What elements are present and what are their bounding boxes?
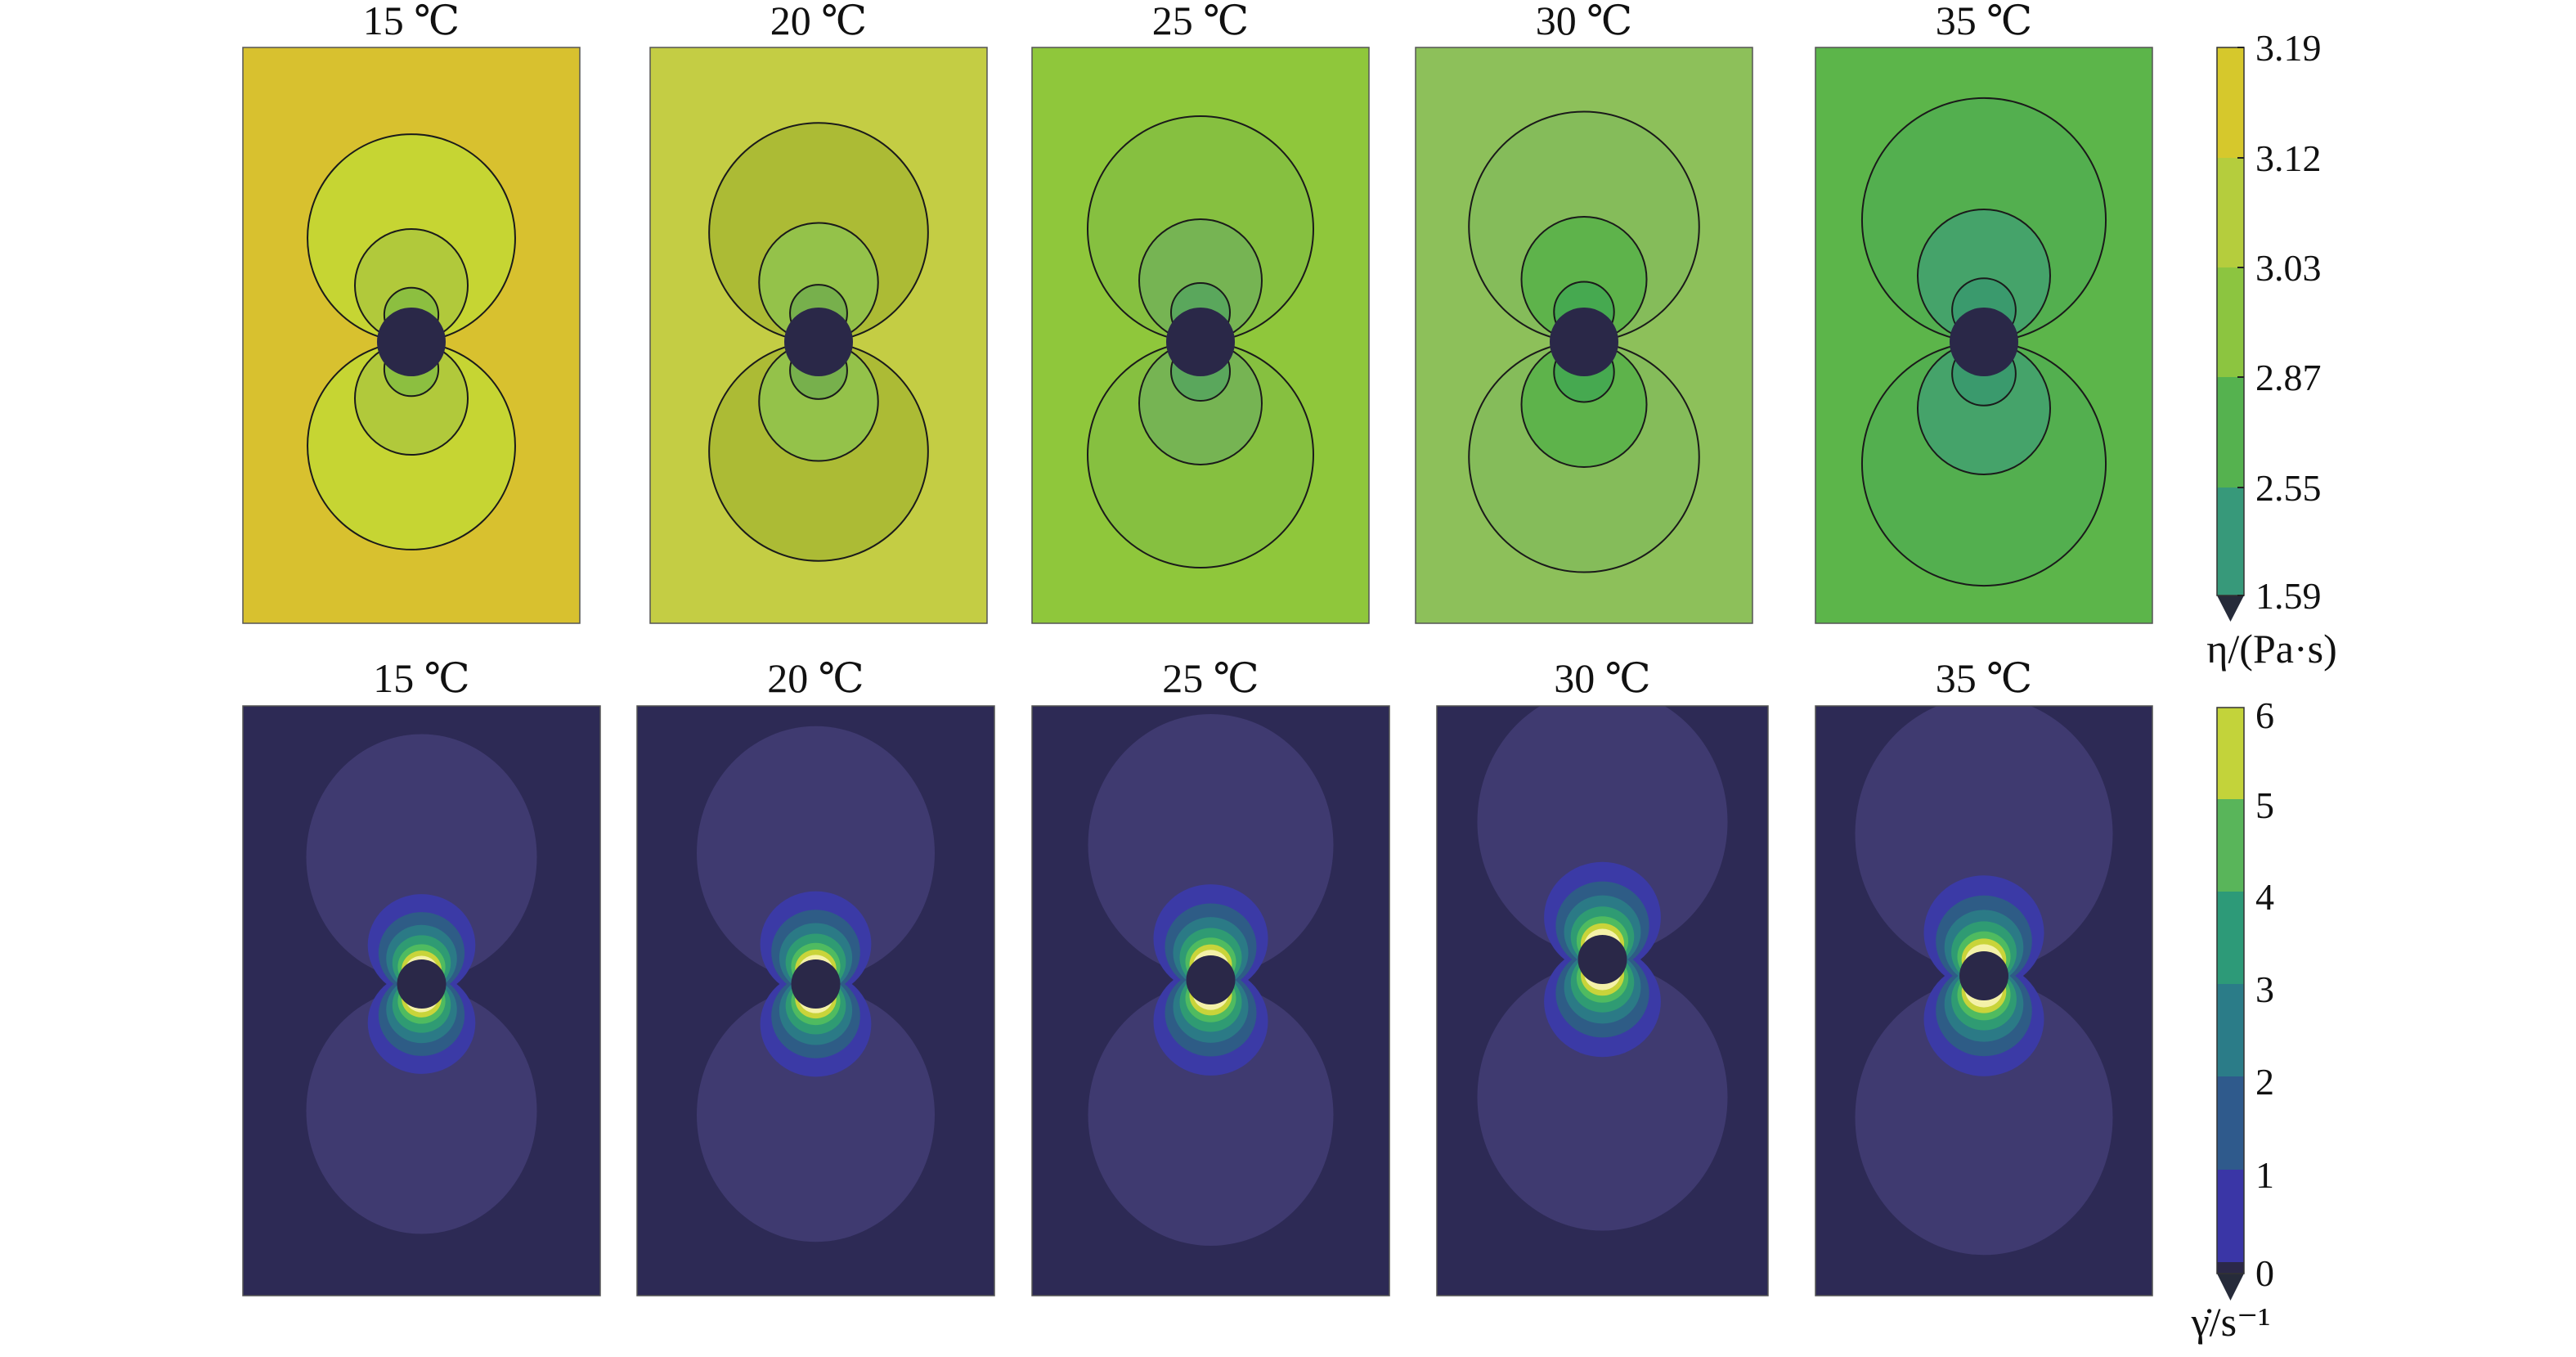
shear-rate-panel: 20 ℃ <box>636 655 995 1296</box>
colorbar-tick-label: 1.59 <box>2255 575 2322 617</box>
panel-frame <box>1031 705 1390 1296</box>
colorbar-segment <box>2217 488 2244 595</box>
outer-lobe <box>697 987 935 1242</box>
colorbar-segment <box>2217 892 2244 984</box>
panel-title: 30 ℃ <box>1554 655 1650 701</box>
colorbar-tick-label: 3.12 <box>2255 137 2322 179</box>
panel-frame <box>1815 47 2153 624</box>
colorbar-extend-arrow <box>2217 595 2244 622</box>
hole <box>784 308 853 376</box>
panel-title: 25 ℃ <box>1152 0 1249 43</box>
panel-title: 20 ℃ <box>770 0 867 43</box>
panel-title: 35 ℃ <box>1936 0 2032 43</box>
colorbar-tick-label: 3.03 <box>2255 247 2322 289</box>
viscosity-panel: 25 ℃ <box>1031 0 1370 624</box>
panel-title: 35 ℃ <box>1936 655 2032 701</box>
panel-frame <box>1815 705 2153 1296</box>
outer-lobe <box>1855 706 2113 972</box>
colorbar-frame <box>2216 707 2245 1274</box>
colorbar-segment <box>2217 1170 2244 1262</box>
colorbar-tick-label: 2.87 <box>2255 357 2322 398</box>
colorbar-segment <box>2217 1076 2244 1170</box>
colorbar-segment <box>2217 1262 2244 1274</box>
panel-frame <box>1436 705 1769 1296</box>
outer-lobe <box>306 734 537 981</box>
viscosity-panel: 20 ℃ <box>649 0 988 624</box>
colorbar-segment <box>2217 708 2244 799</box>
colorbar-segment <box>2217 267 2244 377</box>
viscosity-panel: 30 ℃ <box>1415 0 1753 624</box>
hole <box>1950 308 2018 376</box>
panel-title: 20 ℃ <box>767 655 864 701</box>
colorbar-segment <box>2217 47 2244 158</box>
colorbar-tick-label: 6 <box>2255 694 2274 736</box>
panel-title: 25 ℃ <box>1162 655 1259 701</box>
colorbar-tick-label: 2.55 <box>2255 467 2322 509</box>
outer-lobe <box>1477 964 1728 1231</box>
shear-rate-panel: 25 ℃ <box>1031 655 1390 1296</box>
panel-frame <box>242 47 581 624</box>
hole <box>1550 308 1618 376</box>
colorbar-segment <box>2217 158 2244 267</box>
hole <box>377 308 446 376</box>
outer-lobe <box>1088 714 1334 976</box>
shear-rate-panel: 15 ℃ <box>242 655 601 1296</box>
viscosity-row: 15 ℃ 20 ℃ 25 ℃ 30 ℃ 35 ℃ <box>242 0 2153 624</box>
viscosity-panel: 15 ℃ <box>242 0 581 624</box>
shear-rate-panel: 35 ℃ <box>1815 655 2153 1296</box>
shear-rate-row: 15 ℃ 20 ℃ 25 ℃ 30 ℃ 35 ℃ <box>242 655 2153 1296</box>
colorbar-tick-label: 4 <box>2255 876 2274 918</box>
colorbar-unit-label: γ̇/s⁻¹ <box>2191 1299 2271 1345</box>
hole <box>1959 951 2008 1000</box>
hole <box>1577 935 1627 984</box>
viscosity-colorbar: 3.19 3.12 3.03 2.87 2.55 1.59 η/(Pa·s) <box>2206 27 2336 672</box>
colorbar-extend-arrow <box>2217 1274 2244 1301</box>
panel-frame <box>242 705 601 1296</box>
colorbar-frame <box>2216 47 2245 596</box>
hole <box>397 959 447 1009</box>
colorbar-segment <box>2217 377 2244 488</box>
hole <box>1186 955 1236 1004</box>
outer-lobe <box>306 987 537 1234</box>
panel-frame <box>649 47 988 624</box>
panel-title: 30 ℃ <box>1536 0 1632 43</box>
outer-lobe <box>1477 706 1728 955</box>
panel-frame <box>636 705 995 1296</box>
colorbar-segment <box>2217 799 2244 892</box>
outer-lobe <box>1088 984 1334 1246</box>
panel-title: 15 ℃ <box>363 0 460 43</box>
panel-frame <box>1415 47 1753 624</box>
colorbar-tick-label: 3.19 <box>2255 27 2322 69</box>
colorbar-segment <box>2217 984 2244 1076</box>
outer-lobe <box>1855 980 2113 1256</box>
colorbar-tick-label: 5 <box>2255 784 2274 826</box>
hole <box>791 959 841 1009</box>
outer-lobe <box>697 726 935 981</box>
hole <box>1166 308 1235 376</box>
panel-title: 15 ℃ <box>373 655 469 701</box>
colorbar-tick-label: 1 <box>2255 1154 2274 1196</box>
viscosity-panel: 35 ℃ <box>1815 0 2153 624</box>
colorbar-tick-label: 0 <box>2255 1252 2274 1294</box>
shear-rate-colorbar: 6 5 4 3 2 1 0 γ̇/s⁻¹ <box>2191 694 2274 1345</box>
colorbar-unit-label: η/(Pa·s) <box>2206 626 2336 672</box>
colorbar-tick-label: 2 <box>2255 1061 2274 1103</box>
colorbar-tick-label: 3 <box>2255 968 2274 1010</box>
panel-frame <box>1031 47 1370 624</box>
shear-rate-panel: 30 ℃ <box>1436 655 1769 1296</box>
